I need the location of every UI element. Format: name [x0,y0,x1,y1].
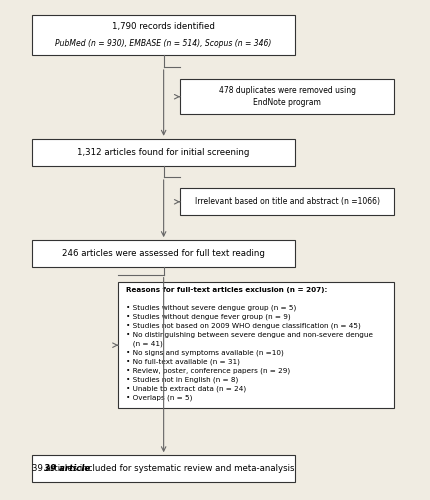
Text: • No distinguishing between severe dengue and non-severe dengue: • No distinguishing between severe dengu… [126,332,372,338]
Text: • Studies not based on 2009 WHO dengue classification (n = 45): • Studies not based on 2009 WHO dengue c… [126,323,359,330]
Text: Irrelevant based on title and abstract (n =1066): Irrelevant based on title and abstract (… [194,198,379,206]
Bar [32,15,295,54]
Bar [180,80,393,114]
Bar [32,138,295,166]
Text: 1,790 records identified: 1,790 records identified [112,22,215,31]
Text: • Studies without dengue fever group (n = 9): • Studies without dengue fever group (n … [126,314,290,320]
Text: • Studies not in English (n = 8): • Studies not in English (n = 8) [126,376,237,383]
Text: PubMed (n = 930), EMBASE (n = 514), Scopus (n = 346): PubMed (n = 930), EMBASE (n = 514), Scop… [55,39,271,48]
Text: • Overlaps (n = 5): • Overlaps (n = 5) [126,394,192,401]
Text: 1,312 articles found for initial screening: 1,312 articles found for initial screeni… [77,148,249,157]
Text: EndNote program: EndNote program [253,98,320,107]
Text: (n = 41): (n = 41) [126,340,162,347]
Bar [118,282,393,408]
Text: 246 articles were assessed for full text reading: 246 articles were assessed for full text… [62,249,264,258]
Text: • No full-text available (n = 31): • No full-text available (n = 31) [126,358,239,365]
Text: • Unable to extract data (n = 24): • Unable to extract data (n = 24) [126,386,245,392]
Text: • Review, poster, conference papers (n = 29): • Review, poster, conference papers (n =… [126,368,289,374]
Text: • Studies without severe dengue group (n = 5): • Studies without severe dengue group (n… [126,305,295,312]
Bar [32,240,295,268]
Text: • No signs and symptoms available (n =10): • No signs and symptoms available (n =10… [126,350,283,356]
Text: Reasons for full-text articles exclusion (n = 207):: Reasons for full-text articles exclusion… [126,287,326,293]
Text: 39 article: 39 article [44,464,90,473]
Bar [32,455,295,482]
Bar [180,188,393,216]
Text: 478 duplicates were removed using: 478 duplicates were removed using [218,86,355,96]
Text: 39 articles included for systematic review and meta-analysis: 39 articles included for systematic revi… [32,464,294,473]
